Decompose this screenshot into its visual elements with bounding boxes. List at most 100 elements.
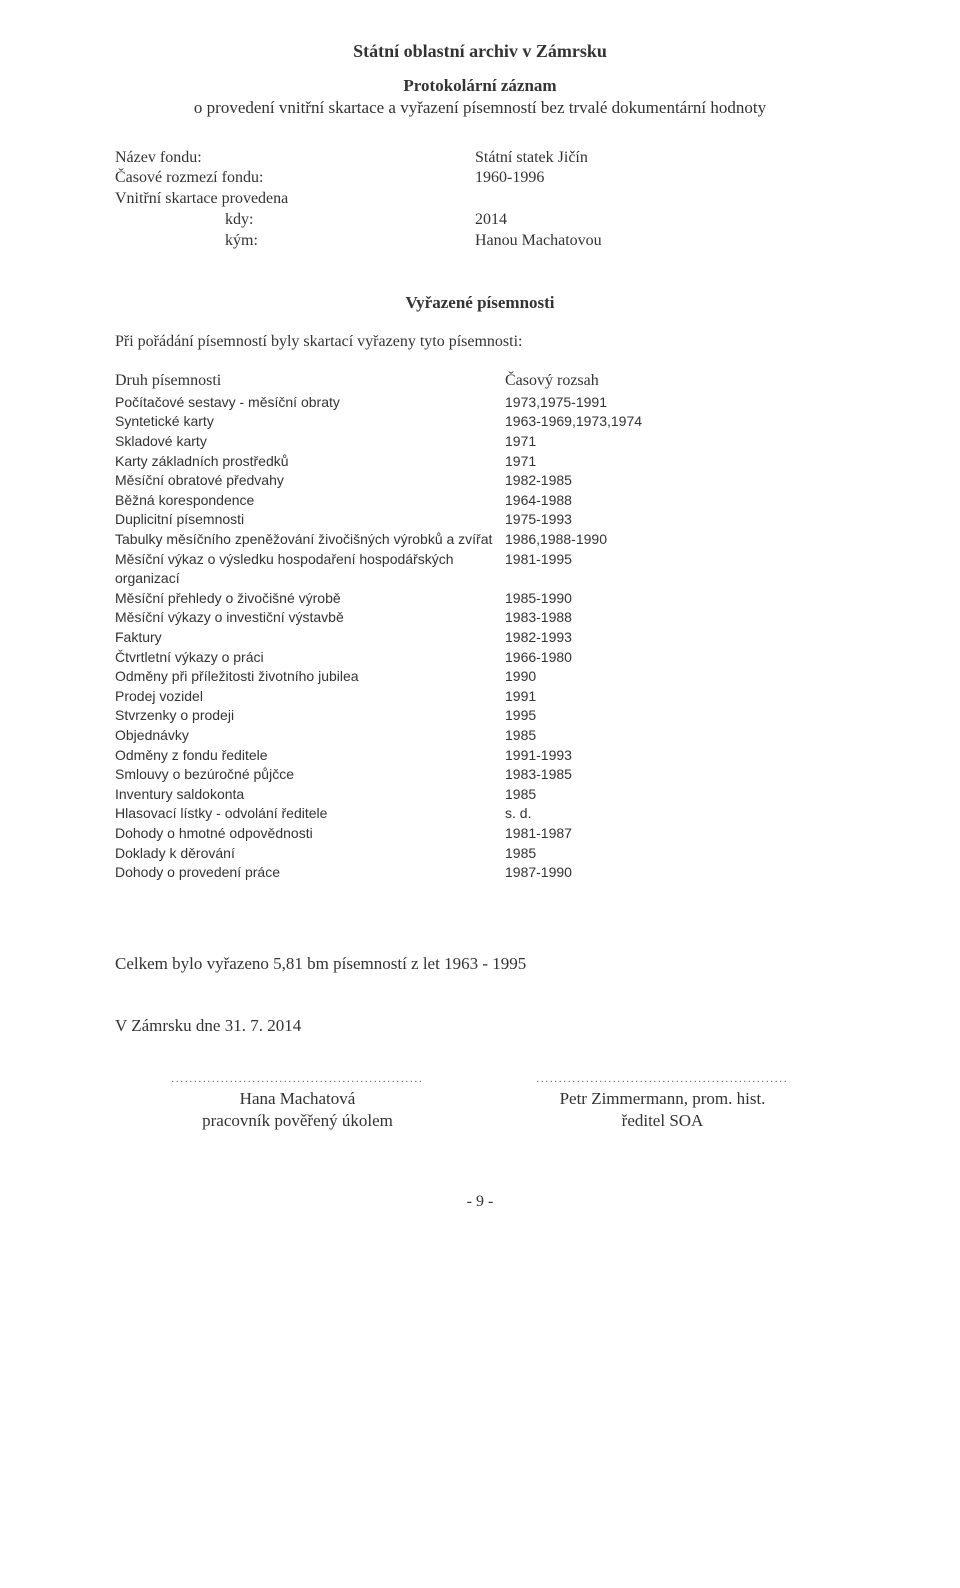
data-table: Druh písemnosti Časový rozsah Počítačové… — [115, 370, 845, 882]
row-value: 1990 — [505, 667, 845, 687]
row-label: Faktury — [115, 628, 505, 648]
table-header-right: Časový rozsah — [505, 370, 845, 392]
row-value: s. d. — [505, 804, 845, 824]
table-row: Dohody o provedení práce1987-1990 — [115, 863, 845, 883]
date-line: V Zámrsku dne 31. 7. 2014 — [115, 1015, 845, 1037]
row-value: 1983-1985 — [505, 765, 845, 785]
row-value: 1991 — [505, 687, 845, 707]
row-value: 1973,1975-1991 — [505, 393, 845, 413]
table-row: Počítačové sestavy - měsíční obraty1973,… — [115, 393, 845, 413]
fund-name-label: Název fondu: — [115, 148, 475, 169]
table-row: Měsíční výkaz o výsledku hospodaření hos… — [115, 550, 845, 589]
table-row: Měsíční výkazy o investiční výstavbě1983… — [115, 608, 845, 628]
table-body: Počítačové sestavy - měsíční obraty1973,… — [115, 393, 845, 883]
row-value: 1981-1987 — [505, 824, 845, 844]
row-label: Smlouvy o bezúročné půjčce — [115, 765, 505, 785]
range-label: Časové rozmezí fondu: — [115, 168, 475, 189]
table-row: Karty základních prostředků1971 — [115, 452, 845, 472]
table-row: Běžná korespondence1964-1988 — [115, 491, 845, 511]
row-label: Hlasovací lístky - odvolání ředitele — [115, 804, 505, 824]
table-row: Syntetické karty1963-1969,1973,1974 — [115, 412, 845, 432]
row-value: 1985 — [505, 785, 845, 805]
subtitle-1: Protokolární záznam — [115, 75, 845, 97]
table-row: Měsíční obratové předvahy1982-1985 — [115, 471, 845, 491]
row-label: Počítačové sestavy - měsíční obraty — [115, 393, 505, 413]
row-value: 1982-1993 — [505, 628, 845, 648]
row-value: 1987-1990 — [505, 863, 845, 883]
when-value: 2014 — [475, 210, 602, 231]
by-value: Hanou Machatovou — [475, 231, 602, 252]
row-value: 1964-1988 — [505, 491, 845, 511]
fund-name-value: Státní statek Jičín — [475, 148, 602, 169]
table-row: Objednávky1985 — [115, 726, 845, 746]
section-heading: Vyřazené písemnosti — [115, 292, 845, 314]
table-row: Prodej vozidel1991 — [115, 687, 845, 707]
row-value: 1966-1980 — [505, 648, 845, 668]
table-row: Skladové karty1971 — [115, 432, 845, 452]
signature-dots-left: ........................................… — [115, 1073, 480, 1086]
row-label: Objednávky — [115, 726, 505, 746]
row-value: 1971 — [505, 432, 845, 452]
row-value: 1983-1988 — [505, 608, 845, 628]
main-title: Státní oblastní archiv v Zámrsku — [115, 40, 845, 63]
row-label: Prodej vozidel — [115, 687, 505, 707]
row-label: Běžná korespondence — [115, 491, 505, 511]
row-label: Čtvrtletní výkazy o práci — [115, 648, 505, 668]
table-row: Hlasovací lístky - odvolání řediteles. d… — [115, 804, 845, 824]
row-label: Odměny při příležitosti životního jubile… — [115, 667, 505, 687]
table-row: Odměny při příležitosti životního jubile… — [115, 667, 845, 687]
row-label: Měsíční přehledy o živočišné výrobě — [115, 589, 505, 609]
table-row: Měsíční přehledy o živočišné výrobě1985-… — [115, 589, 845, 609]
signature-left-role: pracovník pověřený úkolem — [115, 1110, 480, 1132]
subtitle-2: o provedení vnitřní skartace a vyřazení … — [115, 97, 845, 119]
table-header-row: Druh písemnosti Časový rozsah — [115, 370, 845, 392]
meta-block: Název fondu: Státní statek Jičín Časové … — [115, 148, 602, 252]
row-label: Duplicitní písemnosti — [115, 510, 505, 530]
signature-right-role: ředitel SOA — [480, 1110, 845, 1132]
signature-block: ........................................… — [115, 1073, 845, 1132]
row-label: Měsíční výkazy o investiční výstavbě — [115, 608, 505, 628]
table-row: Dohody o hmotné odpovědnosti1981-1987 — [115, 824, 845, 844]
row-label: Tabulky měsíčního zpeněžování živočišnýc… — [115, 530, 505, 550]
table-row: Inventury saldokonta1985 — [115, 785, 845, 805]
row-label: Karty základních prostředků — [115, 452, 505, 472]
signature-left-name: Hana Machatová — [115, 1088, 480, 1110]
table-header-left: Druh písemnosti — [115, 370, 505, 392]
row-label: Dohody o hmotné odpovědnosti — [115, 824, 505, 844]
summary-text: Celkem bylo vyřazeno 5,81 bm písemností … — [115, 953, 845, 975]
by-label: kým: — [115, 231, 475, 252]
table-row: Odměny z fondu ředitele1991-1993 — [115, 746, 845, 766]
done-value-blank — [475, 189, 602, 210]
page-number: - 9 - — [115, 1192, 845, 1213]
row-value: 1991-1993 — [505, 746, 845, 766]
row-value: 1982-1985 — [505, 471, 845, 491]
row-label: Skladové karty — [115, 432, 505, 452]
row-label: Měsíční obratové předvahy — [115, 471, 505, 491]
signature-left: ........................................… — [115, 1073, 480, 1132]
row-value: 1975-1993 — [505, 510, 845, 530]
table-row: Doklady k děrování1985 — [115, 844, 845, 864]
range-value: 1960-1996 — [475, 168, 602, 189]
table-row: Čtvrtletní výkazy o práci1966-1980 — [115, 648, 845, 668]
row-label: Syntetické karty — [115, 412, 505, 432]
done-label: Vnitřní skartace provedena — [115, 189, 475, 210]
row-label: Dohody o provedení práce — [115, 863, 505, 883]
document-page: Státní oblastní archiv v Zámrsku Protoko… — [0, 0, 960, 1588]
signature-right-name: Petr Zimmermann, prom. hist. — [480, 1088, 845, 1110]
row-label: Stvrzenky o prodeji — [115, 706, 505, 726]
row-value: 1981-1995 — [505, 550, 845, 589]
row-value: 1995 — [505, 706, 845, 726]
row-value: 1963-1969,1973,1974 — [505, 412, 845, 432]
table-row: Stvrzenky o prodeji1995 — [115, 706, 845, 726]
row-value: 1985 — [505, 726, 845, 746]
row-label: Měsíční výkaz o výsledku hospodaření hos… — [115, 550, 505, 589]
row-value: 1986,1988-1990 — [505, 530, 845, 550]
row-value: 1985-1990 — [505, 589, 845, 609]
row-value: 1971 — [505, 452, 845, 472]
intro-text: Při pořádání písemností byly skartací vy… — [115, 332, 845, 353]
signature-dots-right: ........................................… — [480, 1073, 845, 1086]
when-label: kdy: — [115, 210, 475, 231]
table-row: Faktury1982-1993 — [115, 628, 845, 648]
row-label: Doklady k děrování — [115, 844, 505, 864]
row-label: Odměny z fondu ředitele — [115, 746, 505, 766]
